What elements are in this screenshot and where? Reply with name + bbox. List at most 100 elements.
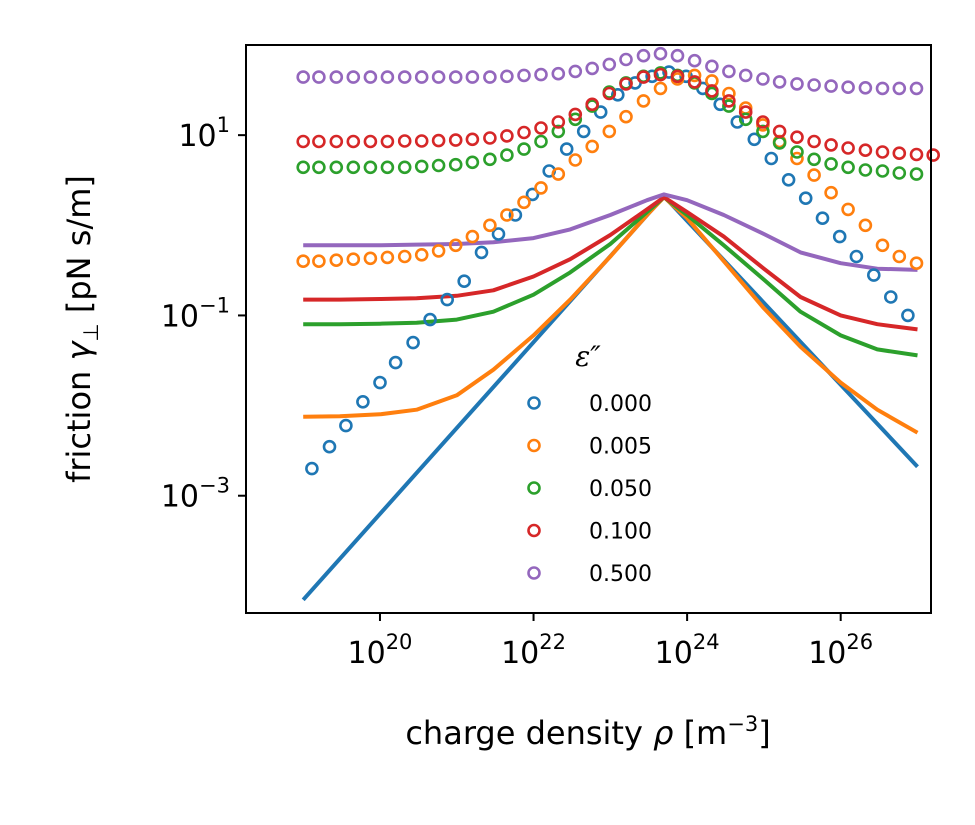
- series-point-3-33: [858, 143, 873, 157]
- series-line-1: [303, 195, 919, 435]
- series-point-1-31: [824, 185, 838, 200]
- series-point-2-6: [397, 160, 412, 175]
- series-point-0-30: [815, 211, 830, 225]
- series-point-4-2: [329, 70, 344, 84]
- series-point-2-35: [892, 166, 907, 180]
- series-point-4-29: [790, 77, 804, 91]
- series-point-4-36: [909, 81, 924, 96]
- series-point-3-31: [824, 138, 838, 152]
- series-point-3-11: [483, 131, 497, 145]
- legend-marker-2: [527, 481, 541, 495]
- series-line-3: [303, 195, 918, 332]
- series-point-3-20: [636, 70, 651, 84]
- series-point-1-19: [619, 109, 633, 124]
- series-point-3-22: [670, 69, 685, 84]
- series-line-2: [303, 195, 918, 358]
- series-point-2-9: [448, 157, 463, 172]
- series-point-4-35: [892, 81, 907, 96]
- legend-label-0: 0.000: [589, 392, 652, 417]
- legend-label-1: 0.005: [589, 435, 652, 460]
- series-point-1-15: [551, 167, 566, 181]
- series-point-3-17: [585, 97, 600, 112]
- series-point-1-8: [431, 244, 446, 258]
- series-point-0-5: [388, 355, 403, 370]
- series-point-4-34: [875, 81, 890, 96]
- series-point-2-10: [465, 155, 480, 170]
- series-point-1-6: [397, 249, 412, 264]
- series-point-0-32: [849, 249, 864, 264]
- legend-label-4: 0.500: [589, 562, 652, 587]
- series-point-3-4: [363, 134, 378, 149]
- series-point-4-16: [568, 64, 583, 79]
- series-point-3-32: [841, 141, 855, 155]
- series-point-3-14: [534, 121, 548, 135]
- legend-marker-3: [527, 523, 541, 538]
- series-point-2-25: [722, 99, 736, 113]
- series-point-1-30: [807, 168, 821, 182]
- series-point-4-32: [841, 80, 855, 94]
- series-point-3-13: [517, 125, 531, 140]
- series-point-1-4: [363, 251, 378, 266]
- series-point-4-33: [858, 81, 873, 95]
- series-point-0-8: [440, 292, 455, 307]
- series-point-1-2: [329, 253, 344, 268]
- series-point-1-14: [534, 181, 548, 195]
- series-point-2-11: [483, 152, 497, 167]
- series-point-4-20: [636, 48, 651, 63]
- series-point-0-1: [322, 439, 337, 454]
- series-point-2-27: [756, 124, 770, 139]
- series-point-4-6: [397, 70, 412, 84]
- series-point-0-9: [457, 274, 472, 289]
- series-point-3-23: [687, 75, 702, 89]
- series-point-2-33: [858, 163, 873, 177]
- series-point-1-12: [500, 208, 514, 222]
- series-point-2-36: [909, 167, 924, 181]
- x-tick-label-0: 1020: [348, 630, 413, 671]
- series-point-4-25: [722, 64, 736, 79]
- series-point-3-6: [397, 134, 412, 148]
- series-point-3-8: [431, 133, 446, 148]
- series-point-2-13: [517, 142, 531, 156]
- series-point-1-0: [296, 254, 311, 269]
- series-point-2-30: [807, 152, 821, 167]
- legend-label-3: 0.100: [589, 520, 652, 545]
- series-point-1-34: [875, 238, 890, 253]
- axes-frame: [245, 44, 932, 614]
- series-point-3-16: [568, 107, 583, 122]
- series-point-0-3: [356, 394, 370, 409]
- y-axis-label: friction γ⊥ [pN s/m]: [60, 175, 103, 483]
- series-point-3-21: [653, 67, 668, 82]
- series-point-4-22: [670, 48, 685, 63]
- series-point-4-12: [500, 69, 514, 84]
- series-point-4-30: [807, 78, 821, 92]
- series-point-4-13: [517, 68, 531, 83]
- series-point-4-26: [738, 68, 753, 83]
- series-point-1-18: [602, 124, 617, 139]
- series-point-3-15: [551, 115, 566, 129]
- series-point-3-1: [312, 134, 326, 149]
- series-point-4-24: [705, 59, 719, 74]
- legend-marker-0: [527, 396, 541, 410]
- series-point-0-29: [798, 191, 813, 205]
- series-point-1-17: [585, 139, 600, 154]
- series-point-2-7: [414, 159, 429, 174]
- series-point-2-15: [551, 124, 566, 139]
- series-point-2-1: [312, 160, 326, 175]
- series-point-1-32: [841, 202, 855, 217]
- series-point-2-5: [380, 160, 395, 175]
- series-point-2-4: [363, 160, 378, 175]
- series-point-0-7: [423, 312, 437, 327]
- series-point-1-21: [653, 81, 668, 96]
- x-tick-label-2: 1024: [655, 630, 720, 671]
- series-point-1-7: [414, 248, 429, 262]
- series-point-2-3: [346, 160, 361, 175]
- plot-area: [296, 46, 941, 602]
- series-point-1-36: [909, 256, 924, 271]
- series-point-3-9: [448, 133, 463, 147]
- y-tick-label-1: 10−1: [161, 293, 230, 334]
- series-point-3-28: [772, 124, 787, 139]
- y-tick-label-2: 101: [178, 113, 230, 154]
- series-point-3-5: [380, 134, 395, 149]
- series-point-0-4: [373, 375, 387, 390]
